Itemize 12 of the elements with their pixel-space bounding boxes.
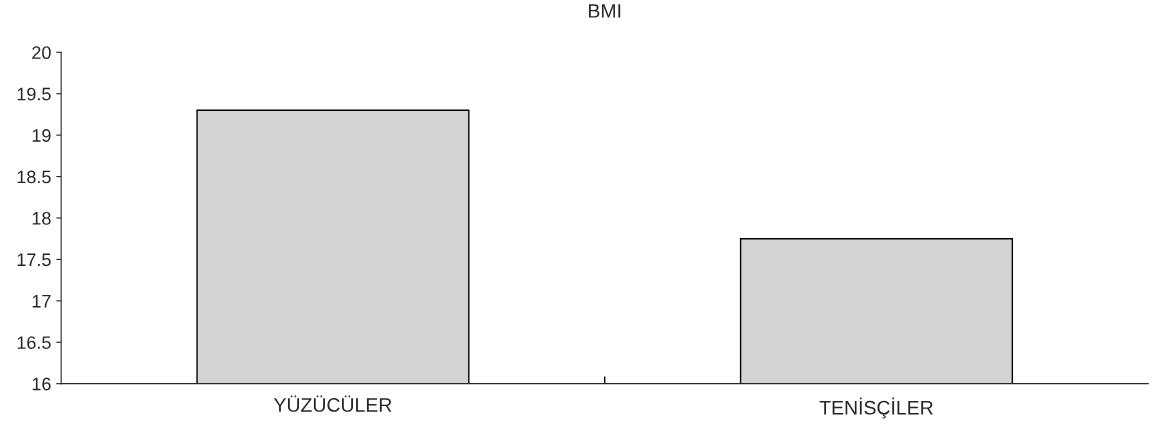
- chart-title: BMI: [589, 4, 621, 18]
- y-tick-label: 16: [32, 377, 51, 391]
- y-tick-label: 20: [32, 46, 51, 60]
- y-tick-label: 17.5: [17, 253, 51, 267]
- y-tick-label: 18.5: [17, 170, 51, 184]
- y-tick-label: 19: [32, 129, 51, 142]
- y-tick-label: 19.5: [17, 87, 51, 101]
- y-tick-label: 17: [32, 294, 51, 308]
- x-tick-label: TENİSÇİLER: [819, 397, 933, 419]
- y-tick-label: 18: [32, 211, 51, 225]
- x-tick-label: YÜZÜCÜLER: [273, 395, 392, 412]
- y-tick-label: 16.5: [17, 336, 51, 349]
